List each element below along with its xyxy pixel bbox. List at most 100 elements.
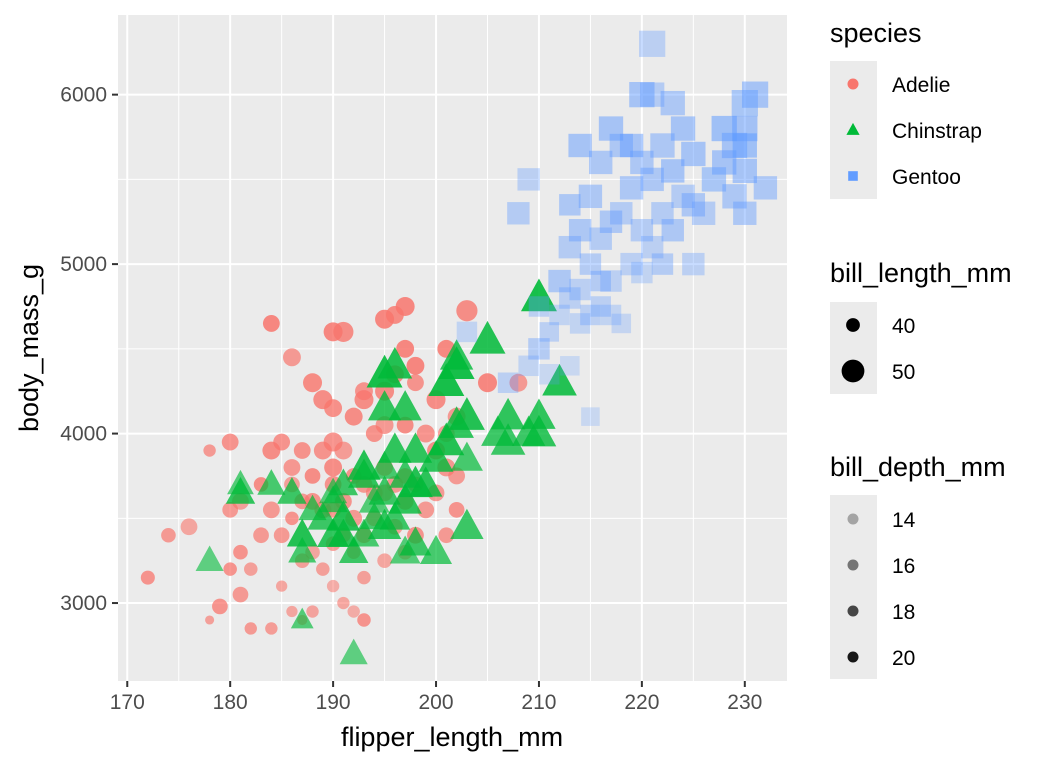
data-point-adelie <box>448 467 466 485</box>
data-point-gentoo <box>741 81 769 108</box>
data-point-adelie <box>304 468 321 484</box>
data-point-gentoo <box>640 82 665 107</box>
data-point-adelie <box>407 374 424 392</box>
data-point-gentoo <box>651 202 674 225</box>
y-axis: 3000 4000 5000 6000 <box>60 84 118 615</box>
data-point-gentoo <box>589 227 612 250</box>
data-point-gentoo <box>569 278 591 301</box>
data-point-chinstrap <box>348 518 380 547</box>
legend-alpha-label: 16 <box>892 555 915 578</box>
data-point-chinstrap <box>257 469 286 495</box>
data-point-gentoo <box>548 269 571 293</box>
data-point-gentoo <box>600 270 622 292</box>
data-point-gentoo <box>630 219 654 242</box>
legend-alpha-key <box>847 605 859 617</box>
data-point-chinstrap <box>388 390 422 421</box>
data-point-adelie <box>161 527 176 543</box>
data-point-gentoo <box>528 296 550 317</box>
legend-size-key <box>841 359 865 383</box>
x-tick-label: 200 <box>419 691 454 714</box>
data-point-gentoo <box>590 296 611 317</box>
data-point-gentoo <box>630 150 654 175</box>
data-point-adelie <box>448 501 465 518</box>
legend-size-label: 50 <box>892 361 915 384</box>
data-point-adelie <box>275 580 288 592</box>
data-point-adelie <box>326 579 340 593</box>
data-point-gentoo <box>611 313 632 334</box>
data-point-gentoo <box>581 407 600 426</box>
data-point-chinstrap <box>379 501 411 530</box>
data-point-adelie <box>344 407 363 426</box>
data-point-gentoo <box>598 116 624 141</box>
data-point-chinstrap <box>448 397 485 430</box>
data-point-gentoo <box>682 252 705 276</box>
legend-label-chinstrap: Chinstrap <box>892 120 982 143</box>
data-point-adelie <box>395 296 415 316</box>
x-tick-label: 180 <box>213 691 248 714</box>
data-points <box>140 30 778 665</box>
legend-key-adelie <box>847 78 859 90</box>
data-point-gentoo <box>507 202 530 225</box>
data-point-gentoo <box>691 201 716 225</box>
data-point-chinstrap <box>428 363 465 396</box>
data-point-chinstrap <box>522 398 556 429</box>
legend-key-chinstrap <box>846 122 860 135</box>
data-point-adelie <box>273 527 290 544</box>
data-point-chinstrap <box>520 278 557 312</box>
data-point-adelie <box>223 562 237 576</box>
x-tick-label: 170 <box>110 691 145 714</box>
data-point-adelie <box>232 586 249 603</box>
legend-alpha-label: 18 <box>892 601 915 624</box>
data-point-gentoo <box>569 313 591 334</box>
data-point-adelie <box>262 501 280 519</box>
data-point-gentoo <box>539 364 560 385</box>
data-point-gentoo <box>619 133 644 158</box>
data-point-chinstrap <box>450 508 484 540</box>
data-point-gentoo <box>640 235 664 259</box>
legend-alpha-entries: 14 16 18 20 <box>847 509 916 670</box>
y-axis-title: body_mass_g <box>14 264 44 432</box>
data-point-gentoo <box>610 202 633 225</box>
data-point-gentoo <box>651 253 674 275</box>
data-point-adelie <box>233 544 248 560</box>
data-point-adelie <box>396 339 415 358</box>
data-point-adelie <box>293 442 311 459</box>
legend-alpha-title: bill_depth_mm <box>830 452 1006 482</box>
data-point-chinstrap <box>277 476 307 504</box>
data-point-gentoo <box>518 355 539 377</box>
legend-size-label: 40 <box>892 315 915 338</box>
data-point-gentoo <box>456 321 478 343</box>
data-point-chinstrap <box>288 536 317 563</box>
data-point-chinstrap <box>326 500 361 531</box>
data-point-adelie <box>417 501 435 519</box>
data-point-adelie <box>265 622 278 635</box>
data-point-adelie <box>283 459 301 476</box>
data-point-gentoo <box>629 82 655 108</box>
x-tick-label: 190 <box>316 691 351 714</box>
data-point-chinstrap <box>195 545 224 571</box>
legend-alpha-keys-bg <box>830 495 877 679</box>
data-point-gentoo <box>558 235 582 259</box>
data-point-chinstrap <box>428 422 465 456</box>
data-point-adelie <box>509 373 528 392</box>
data-point-chinstrap <box>490 397 526 430</box>
data-point-chinstrap <box>339 638 368 665</box>
legend-key-gentoo <box>848 171 858 181</box>
data-point-gentoo <box>559 194 581 216</box>
data-point-adelie <box>456 300 478 322</box>
data-point-adelie <box>438 527 455 544</box>
data-point-gentoo <box>640 167 664 192</box>
data-point-chinstrap <box>450 441 483 471</box>
legend-label-gentoo: Gentoo <box>892 166 961 189</box>
data-point-adelie <box>262 315 280 332</box>
data-point-chinstrap <box>438 346 475 380</box>
data-point-gentoo <box>753 176 778 200</box>
data-point-gentoo <box>549 304 570 326</box>
data-point-adelie <box>347 605 360 618</box>
data-point-gentoo <box>528 338 550 360</box>
data-point-chinstrap <box>307 501 339 530</box>
data-point-adelie <box>396 416 414 434</box>
data-point-gentoo <box>560 356 580 376</box>
data-point-gentoo <box>600 304 622 326</box>
